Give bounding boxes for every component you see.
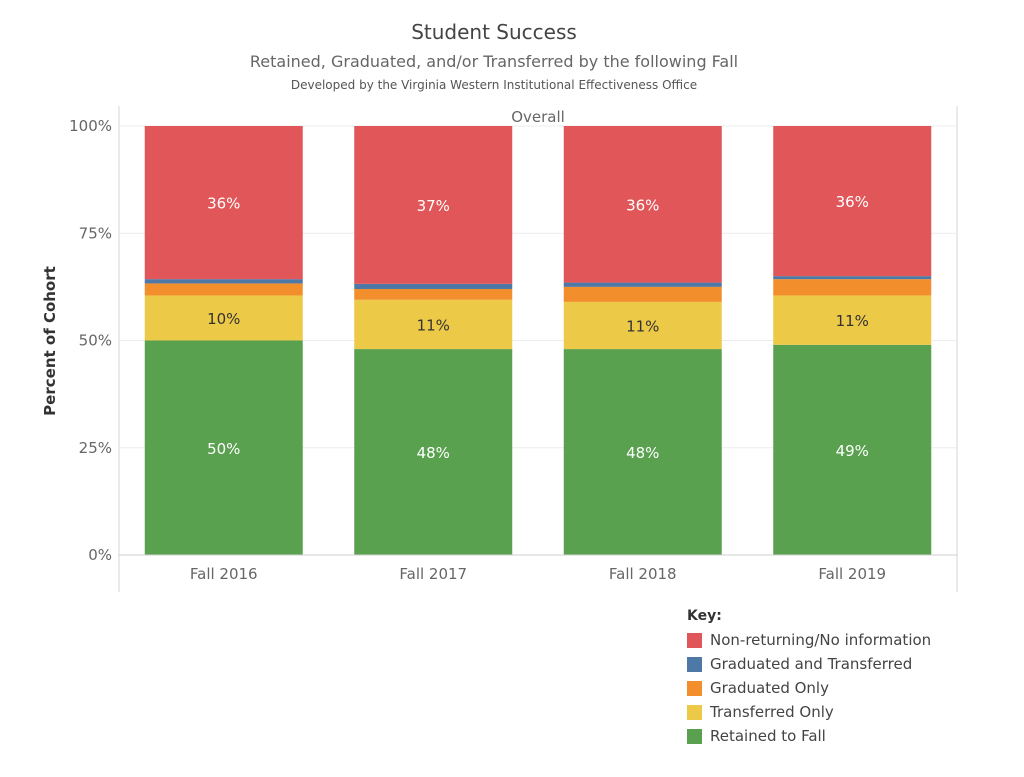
- data-label: 10%: [207, 310, 240, 328]
- bar-segment: [354, 349, 513, 555]
- data-label: 36%: [836, 193, 869, 211]
- bar-segment: [563, 282, 722, 287]
- bar-segment: [773, 295, 932, 345]
- legend-swatch: [687, 632, 702, 648]
- chart-title: Student Success: [411, 20, 577, 44]
- legend-label: Graduated Only: [710, 679, 829, 697]
- data-label: 11%: [626, 317, 659, 335]
- legend-swatch: [687, 656, 702, 672]
- data-label: 48%: [417, 444, 450, 462]
- bar-segment: [354, 299, 513, 350]
- legend-item: Retained to Fall: [687, 724, 931, 748]
- y-tick-label: 50%: [79, 332, 112, 350]
- bar-segment: [144, 340, 303, 555]
- bar-segment: [144, 126, 303, 280]
- x-tick-label: Fall 2016: [190, 565, 258, 583]
- legend-label: Transferred Only: [710, 703, 834, 721]
- data-label: 36%: [626, 196, 659, 214]
- legend-item: Transferred Only: [687, 700, 931, 724]
- bar-segment: [773, 126, 932, 277]
- chart-credit: Developed by the Virginia Western Instit…: [290, 78, 698, 92]
- data-label: 49%: [836, 442, 869, 460]
- data-label: 50%: [207, 440, 240, 458]
- x-tick-label: Fall 2019: [818, 565, 886, 583]
- y-tick-label: 75%: [79, 224, 112, 242]
- legend-label: Non-returning/No information: [710, 631, 932, 649]
- chart-subtitle: Retained, Graduated, and/or Transferred …: [249, 52, 739, 71]
- legend-swatch: [687, 728, 702, 744]
- legend-label: Graduated and Transferred: [710, 655, 913, 673]
- x-tick-label: Fall 2018: [609, 565, 677, 583]
- bar-segment: [144, 279, 303, 284]
- legend: Key: Non-returning/No information Graduat…: [687, 608, 931, 748]
- data-label: 36%: [207, 195, 240, 213]
- bar-segment: [144, 283, 303, 296]
- y-axis-title: Percent of Cohort: [41, 266, 59, 416]
- data-label: 11%: [836, 312, 869, 330]
- data-label: 37%: [417, 197, 450, 215]
- x-tick-label: Fall 2017: [399, 565, 467, 583]
- legend-item: Graduated and Transferred: [687, 652, 931, 676]
- legend-swatch: [687, 704, 702, 720]
- legend-swatch: [687, 680, 702, 696]
- panel-header: Overall: [511, 108, 565, 126]
- bar-segment: [563, 349, 722, 555]
- bar-segment: [144, 295, 303, 341]
- bar-segment: [563, 286, 722, 302]
- bar-segment: [563, 301, 722, 350]
- y-tick-label: 100%: [69, 117, 112, 135]
- bar-segment: [354, 289, 513, 300]
- legend-items: Non-returning/No information Graduated an…: [687, 628, 931, 748]
- bar-segment: [773, 344, 932, 555]
- legend-item: Graduated Only: [687, 676, 931, 700]
- data-label: 11%: [417, 316, 450, 334]
- data-label: 48%: [626, 444, 659, 462]
- bar-segment: [354, 283, 513, 290]
- legend-item: Non-returning/No information: [687, 628, 931, 652]
- legend-title: Key:: [687, 608, 722, 624]
- y-tick-label: 0%: [88, 546, 112, 564]
- bar-segment: [563, 126, 722, 283]
- y-tick-label: 25%: [79, 439, 112, 457]
- legend-label: Retained to Fall: [710, 727, 826, 745]
- bar-segment: [354, 126, 513, 284]
- bar-segment: [773, 276, 932, 280]
- bar-segment: [773, 279, 932, 296]
